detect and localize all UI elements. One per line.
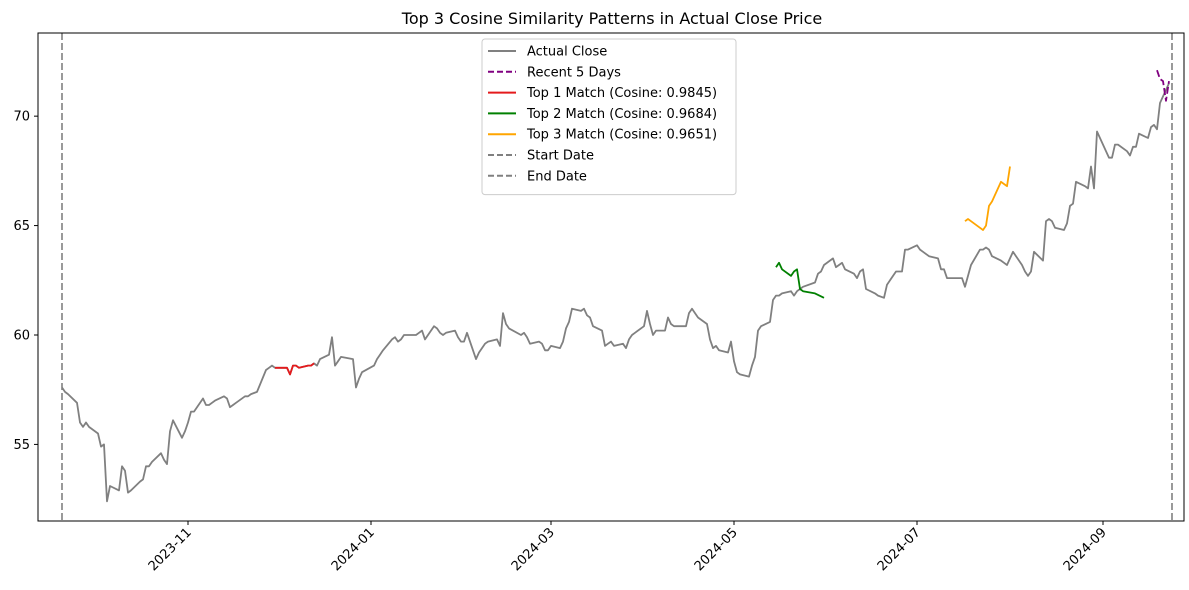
x-tick-label: 2024-01 (329, 525, 378, 574)
legend: Actual Close Recent 5 Days Top 1 Match (Co… (481, 38, 737, 196)
legend-label: Top 1 Match (Cosine: 0.9845) (526, 86, 717, 101)
legend-label: End Date (527, 169, 587, 184)
x-tick-label: 2024-05 (692, 525, 741, 574)
y-axis: 55 60 65 70 (13, 110, 38, 453)
series-line-0 (61, 82, 1170, 503)
series-lines (61, 69, 1170, 503)
plot-frame (37, 32, 1185, 522)
legend-label: Top 3 Match (Cosine: 0.9651) (526, 128, 717, 143)
x-tick-label: 2024-09 (1061, 525, 1110, 574)
x-tick-label: 2024-03 (509, 525, 558, 574)
y-tick-label: 65 (13, 219, 30, 234)
reference-lines (61, 33, 1173, 521)
y-tick-label: 55 (13, 438, 30, 453)
series-line-1 (1156, 69, 1170, 102)
y-tick-label: 60 (13, 328, 30, 343)
series-line-4 (964, 166, 1011, 231)
legend-label: Top 2 Match (Cosine: 0.9684) (526, 107, 717, 122)
legend-box (481, 38, 737, 196)
series-line-3 (775, 261, 825, 299)
chart-title: Top 3 Cosine Similarity Patterns in Actu… (401, 9, 822, 28)
x-tick-label: 2024-07 (875, 525, 924, 574)
y-tick-label: 70 (13, 110, 30, 125)
legend-label: Recent 5 Days (527, 65, 621, 80)
series-line-2 (275, 362, 315, 376)
legend-label: Actual Close (527, 45, 607, 60)
legend-label: Start Date (527, 149, 594, 164)
x-axis: 2023-11 2024-01 2024-03 2024-05 2024-07 2024-… (146, 521, 1110, 574)
x-tick-label: 2023-11 (146, 525, 195, 574)
